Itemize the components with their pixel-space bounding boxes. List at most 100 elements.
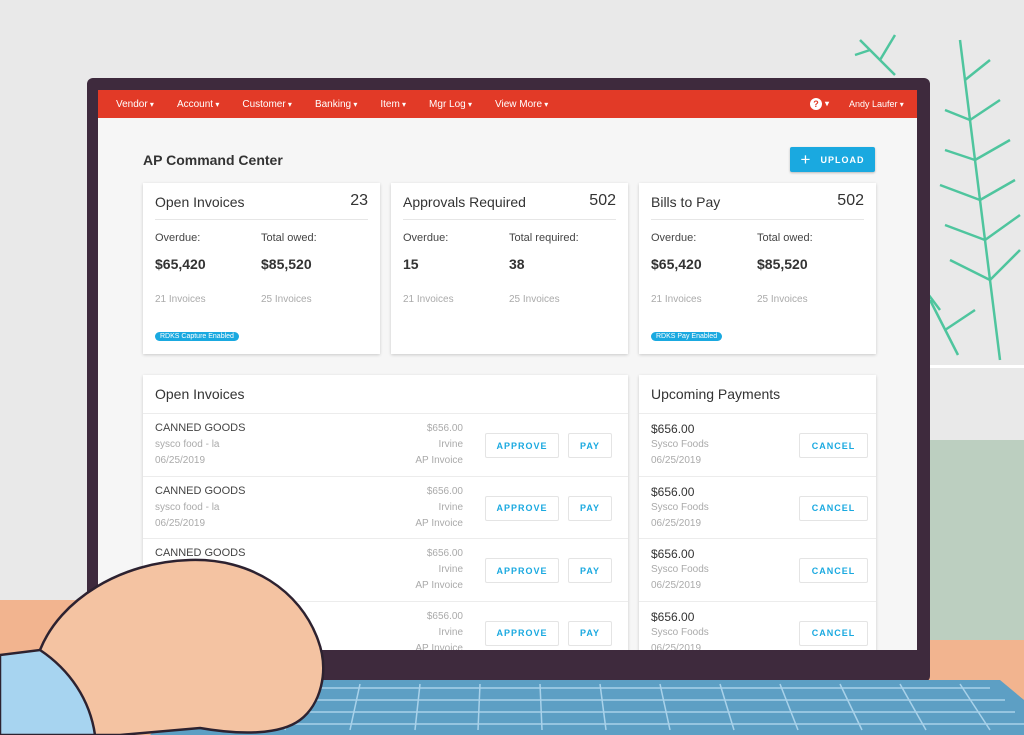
vendor: sysco food - la (155, 439, 220, 450)
invoice-type: AP Invoice (415, 517, 463, 529)
vendor: Sysco Foods (651, 564, 709, 575)
card-title: Approvals Required (403, 194, 526, 210)
cancel-button[interactable]: CANCEL (799, 558, 868, 583)
stat-value: $85,520 (261, 256, 312, 272)
date: 06/25/2019 (155, 517, 206, 529)
approve-button[interactable]: APPROVE (485, 433, 559, 458)
nav-item[interactable]: Customer (242, 99, 292, 110)
nav-item[interactable]: Vendor (116, 99, 154, 110)
stat-label: Overdue: (651, 232, 697, 244)
amount: $656.00 (426, 423, 463, 434)
pay-button[interactable]: PAY (568, 495, 612, 521)
wall (930, 600, 1024, 640)
divider (155, 219, 368, 220)
stat-value: $65,420 (651, 256, 702, 272)
invoice-row: CANNED GOODS sysco food - la 06/25/2019 $65… (143, 413, 628, 476)
card-count: 502 (837, 192, 864, 209)
stat-value: $85,520 (757, 256, 808, 272)
nav-item[interactable]: Mgr Log (429, 99, 472, 110)
nav-items: Vendor Account Customer Banking Item Mgr Log V… (116, 90, 548, 118)
item-name: CANNED GOODS (155, 484, 246, 497)
payment-row: $656.00 Sysco Foods 06/25/2019 CANCEL (639, 600, 876, 650)
stat-sub: 21 Invoices (155, 294, 206, 305)
payment-row: $656.00 Sysco Foods 06/25/2019 CANCEL (639, 475, 876, 539)
invoice-type: AP Invoice (415, 642, 463, 651)
panel-title: Open Invoices (155, 386, 245, 402)
stat-label: Total owed: (757, 232, 813, 244)
stat-value: 38 (509, 256, 525, 272)
card-count: 23 (350, 192, 368, 209)
stat-label: Total owed: (261, 232, 317, 244)
payment-row: $656.00 Sysco Foods 06/25/2019 CANCEL (639, 413, 876, 476)
card-title: Open Invoices (155, 194, 245, 210)
cancel-button[interactable]: CANCEL (799, 620, 868, 646)
stat-label: Total required: (509, 232, 579, 244)
stat-sub: 21 Invoices (651, 294, 702, 305)
cancel-button[interactable]: CANCEL (799, 433, 868, 458)
item-name: CANNED GOODS (155, 422, 246, 434)
nav-bar: Vendor Account Customer Banking Item Mgr Log V… (98, 90, 917, 118)
amount: $656.00 (651, 609, 695, 624)
stat-value: $65,420 (155, 256, 206, 272)
summary-card: Bills to Pay 502 Overdue: $65,420 21 Invoice… (639, 183, 876, 354)
upload-button[interactable]: UPLOAD (790, 147, 875, 172)
pay-button[interactable]: PAY (568, 558, 612, 583)
stat-sub: 25 Invoices (757, 294, 808, 305)
location: Irvine (438, 564, 463, 575)
location: Irvine (438, 501, 463, 513)
nav-item[interactable]: Account (177, 99, 219, 110)
divider (651, 219, 864, 220)
cancel-button[interactable]: CANCEL (799, 495, 868, 521)
stat-value: 15 (403, 256, 419, 272)
stat-sub: 21 Invoices (403, 294, 454, 305)
date: 06/25/2019 (651, 455, 702, 466)
amount: $656.00 (651, 484, 695, 499)
amount: $656.00 (426, 610, 463, 622)
location: Irvine (438, 439, 463, 450)
plant (854, 34, 1021, 361)
stat-sub: 25 Invoices (261, 294, 312, 305)
badge: RDKS Pay Enabled (651, 332, 723, 341)
shelf (930, 365, 1024, 368)
vendor: Sysco Foods (651, 626, 709, 638)
approve-button[interactable]: APPROVE (485, 495, 559, 521)
stat-label: Overdue: (155, 232, 201, 244)
vendor: Sysco Foods (651, 439, 709, 450)
date: 06/25/2019 (651, 517, 702, 529)
amount: $656.00 (651, 547, 695, 561)
approve-button[interactable]: APPROVE (485, 620, 559, 646)
badge: RDKS Capture Enabled (155, 332, 239, 341)
nav-item[interactable]: View More (495, 99, 548, 110)
pay-button[interactable]: PAY (568, 433, 612, 458)
invoice-type: AP Invoice (415, 580, 463, 591)
divider (403, 219, 616, 220)
invoice-row: $656.00 Irvine AP Invoice APPROVE PAY (143, 600, 628, 651)
user-menu[interactable]: Andy Laufer (849, 90, 904, 119)
keyboard-base (150, 680, 1024, 735)
amount: $656.00 (426, 485, 463, 497)
summary-card: Open Invoices 23 Overdue: $65,420 21 Invoice… (143, 183, 380, 354)
help-icon[interactable]: ? (810, 98, 829, 110)
amount: $656.00 (651, 422, 695, 436)
stat-label: Overdue: (403, 232, 449, 244)
stat-sub: 25 Invoices (509, 294, 560, 305)
pay-button[interactable]: PAY (568, 620, 612, 646)
nav-item[interactable]: Item (380, 99, 406, 110)
date: 06/25/2019 (155, 455, 206, 466)
upcoming-payments-panel: Upcoming Payments $656.00 Sysco Foods 06/2… (639, 375, 876, 650)
item-name: CANNED GOODS (155, 547, 246, 559)
nav-item[interactable]: Banking (315, 99, 357, 110)
invoice-row: CANNED GOODS $656.00 Irvine AP Invoice APPRO… (143, 538, 628, 601)
date: 06/25/2019 (651, 580, 702, 591)
vendor: Sysco Foods (651, 501, 709, 513)
screen: Vendor Account Customer Banking Item Mgr Log V… (98, 90, 917, 650)
hand (38, 558, 325, 735)
panel-title: Upcoming Payments (651, 386, 781, 402)
card-title: Bills to Pay (651, 194, 721, 210)
approve-button[interactable]: APPROVE (485, 558, 559, 583)
page-title: AP Command Center (143, 152, 283, 168)
card-count: 502 (589, 192, 616, 209)
amount: $656.00 (426, 548, 463, 559)
